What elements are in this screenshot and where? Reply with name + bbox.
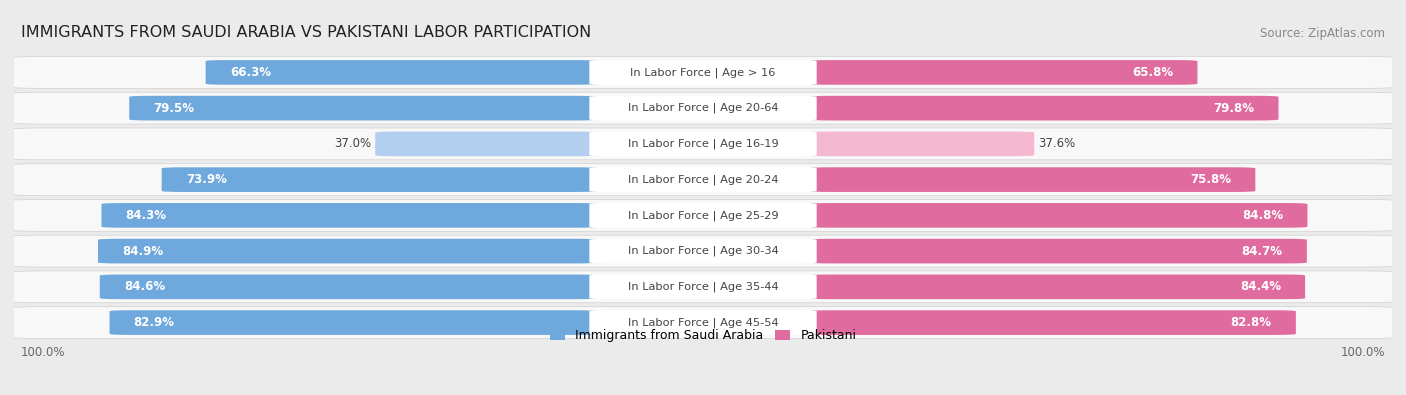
FancyBboxPatch shape xyxy=(810,96,1278,120)
Text: 65.8%: 65.8% xyxy=(1132,66,1174,79)
Text: 82.9%: 82.9% xyxy=(134,316,174,329)
Text: In Labor Force | Age 20-64: In Labor Force | Age 20-64 xyxy=(627,103,779,113)
Text: In Labor Force | Age 25-29: In Labor Force | Age 25-29 xyxy=(627,210,779,221)
Text: 84.7%: 84.7% xyxy=(1241,245,1282,258)
FancyBboxPatch shape xyxy=(205,60,596,85)
Text: 84.6%: 84.6% xyxy=(124,280,165,293)
Text: Source: ZipAtlas.com: Source: ZipAtlas.com xyxy=(1260,26,1385,40)
FancyBboxPatch shape xyxy=(589,203,817,228)
Text: 37.6%: 37.6% xyxy=(1038,137,1076,150)
FancyBboxPatch shape xyxy=(810,60,1198,85)
Text: 75.8%: 75.8% xyxy=(1191,173,1232,186)
FancyBboxPatch shape xyxy=(810,203,1308,228)
FancyBboxPatch shape xyxy=(11,164,1395,196)
FancyBboxPatch shape xyxy=(11,56,1395,88)
Text: 37.0%: 37.0% xyxy=(335,137,371,150)
Text: In Labor Force | Age 16-19: In Labor Force | Age 16-19 xyxy=(627,139,779,149)
Text: In Labor Force | Age > 16: In Labor Force | Age > 16 xyxy=(630,67,776,78)
Text: 84.8%: 84.8% xyxy=(1241,209,1284,222)
Legend: Immigrants from Saudi Arabia, Pakistani: Immigrants from Saudi Arabia, Pakistani xyxy=(544,324,862,347)
FancyBboxPatch shape xyxy=(98,239,596,263)
FancyBboxPatch shape xyxy=(101,203,596,228)
FancyBboxPatch shape xyxy=(11,199,1395,231)
Text: 79.5%: 79.5% xyxy=(153,102,194,115)
FancyBboxPatch shape xyxy=(162,167,596,192)
FancyBboxPatch shape xyxy=(11,128,1395,160)
FancyBboxPatch shape xyxy=(100,275,596,299)
FancyBboxPatch shape xyxy=(11,271,1395,303)
Text: In Labor Force | Age 20-24: In Labor Force | Age 20-24 xyxy=(627,174,779,185)
FancyBboxPatch shape xyxy=(810,167,1256,192)
FancyBboxPatch shape xyxy=(11,235,1395,267)
Text: 82.8%: 82.8% xyxy=(1230,316,1272,329)
FancyBboxPatch shape xyxy=(589,239,817,263)
Text: 66.3%: 66.3% xyxy=(229,66,271,79)
Text: 79.8%: 79.8% xyxy=(1213,102,1254,115)
Text: In Labor Force | Age 30-34: In Labor Force | Age 30-34 xyxy=(627,246,779,256)
Text: IMMIGRANTS FROM SAUDI ARABIA VS PAKISTANI LABOR PARTICIPATION: IMMIGRANTS FROM SAUDI ARABIA VS PAKISTAN… xyxy=(21,24,591,40)
FancyBboxPatch shape xyxy=(589,167,817,192)
FancyBboxPatch shape xyxy=(810,275,1305,299)
FancyBboxPatch shape xyxy=(810,239,1306,263)
Text: In Labor Force | Age 45-54: In Labor Force | Age 45-54 xyxy=(627,317,779,328)
Text: 84.4%: 84.4% xyxy=(1240,280,1281,293)
FancyBboxPatch shape xyxy=(129,96,596,120)
FancyBboxPatch shape xyxy=(589,96,817,120)
FancyBboxPatch shape xyxy=(589,310,817,335)
FancyBboxPatch shape xyxy=(589,60,817,85)
FancyBboxPatch shape xyxy=(375,132,596,156)
FancyBboxPatch shape xyxy=(110,310,596,335)
Text: 73.9%: 73.9% xyxy=(186,173,226,186)
FancyBboxPatch shape xyxy=(810,132,1035,156)
FancyBboxPatch shape xyxy=(589,132,817,156)
Text: 84.9%: 84.9% xyxy=(122,245,163,258)
FancyBboxPatch shape xyxy=(11,92,1395,124)
FancyBboxPatch shape xyxy=(810,310,1296,335)
Text: In Labor Force | Age 35-44: In Labor Force | Age 35-44 xyxy=(627,282,779,292)
Text: 100.0%: 100.0% xyxy=(1340,346,1385,359)
Text: 84.3%: 84.3% xyxy=(125,209,166,222)
FancyBboxPatch shape xyxy=(11,307,1395,339)
Text: 100.0%: 100.0% xyxy=(21,346,66,359)
FancyBboxPatch shape xyxy=(589,275,817,299)
